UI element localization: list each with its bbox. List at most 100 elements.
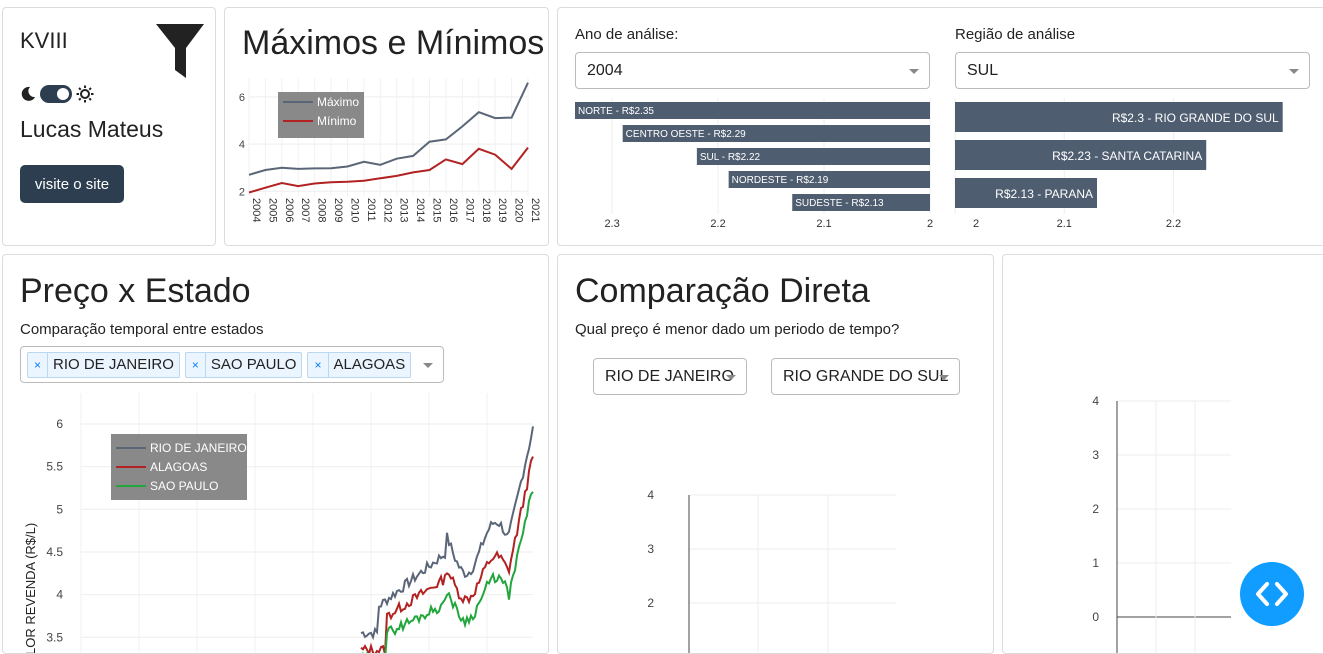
x-tick-label: 2015 xyxy=(431,198,443,222)
y-tick-label: 2 xyxy=(647,596,654,610)
analysis-card: Ano de análise: 2004 Região de análise S… xyxy=(557,7,1323,246)
x-tick-label: 2016 xyxy=(447,198,459,222)
region-bar-label: NORDESTE - R$2.19 xyxy=(732,175,829,186)
state-bar-label: R$2.13 - PARANA xyxy=(995,187,1093,201)
region-bar-label: NORTE - R$2.35 xyxy=(578,106,654,117)
x-tick-label: 2011 xyxy=(365,198,377,222)
region-bar xyxy=(575,102,930,119)
code-toggle-button[interactable] xyxy=(1240,562,1304,626)
legend-entry: SAO PAULO xyxy=(150,479,218,493)
region-bar xyxy=(728,171,930,188)
price-state-card: Preço x Estado Comparação temporal entre… xyxy=(2,254,549,654)
state-bar-label: R$2.23 - SANTA CATARINA xyxy=(1052,149,1202,163)
price-state-subtitle: Comparação temporal entre estados xyxy=(20,321,264,338)
state-multiselect[interactable]: × RIO DE JANEIRO × SAO PAULO × ALAGOAS xyxy=(20,346,444,383)
state-bar-label: R$2.3 - RIO GRANDE DO SUL xyxy=(1112,111,1279,125)
x-tick-label: 2020 xyxy=(513,198,525,222)
x-tick-label: 2.3 xyxy=(604,218,619,230)
y-tick-label: 2 xyxy=(239,186,245,198)
theme-toggle-row xyxy=(20,85,94,103)
region-bar xyxy=(792,194,930,211)
y-tick-label: 6 xyxy=(56,417,63,431)
year-select-value: 2004 xyxy=(587,61,623,79)
remove-icon[interactable]: × xyxy=(186,352,206,377)
legend-entry: Máximo xyxy=(317,95,359,109)
x-tick-label: 2006 xyxy=(283,198,295,222)
chevron-down-icon xyxy=(726,375,736,380)
x-tick-label: 2.2 xyxy=(1166,218,1181,230)
compare-subtitle: Qual preço é menor dado um periodo de te… xyxy=(575,321,900,338)
compare-select-b-value: RIO GRANDE DO SUL xyxy=(783,367,949,385)
price-state-title: Preço x Estado xyxy=(20,272,251,310)
x-tick-label: 2.2 xyxy=(710,218,725,230)
x-tick-label: 2007 xyxy=(299,198,311,222)
x-tick-label: 2012 xyxy=(381,198,393,222)
y-tick-label: 5.5 xyxy=(46,460,63,474)
compare-chart: 4 3 2 xyxy=(647,488,896,653)
region-select[interactable]: SUL xyxy=(955,52,1310,89)
x-tick-label: 2021 xyxy=(529,198,541,222)
region-label: Região de análise xyxy=(955,26,1076,43)
visit-site-button[interactable]: visite o site xyxy=(20,165,124,203)
y-tick-label: 3 xyxy=(1092,448,1099,462)
legend-entry: RIO DE JANEIRO xyxy=(150,441,247,455)
x-tick-label: 2014 xyxy=(414,198,426,222)
filter-icon[interactable] xyxy=(155,22,205,80)
maxmin-chart: 2 4 6 2004 2005 2006 2007 2008 2009 2010 2011 2012 2… xyxy=(239,78,541,222)
chevron-down-icon xyxy=(1289,69,1299,74)
state-bar xyxy=(955,140,1207,170)
state-tag[interactable]: × ALAGOAS xyxy=(307,351,412,378)
remove-icon[interactable]: × xyxy=(308,352,329,377)
x-tick-label: 2005 xyxy=(266,198,278,222)
right-panel-chart: 4 3 2 1 0 xyxy=(1092,394,1231,653)
compare-select-b[interactable]: RIO GRANDE DO SUL xyxy=(771,358,960,395)
state-tag[interactable]: × RIO DE JANEIRO xyxy=(27,351,180,378)
y-tick-label: 1 xyxy=(1092,556,1099,570)
region-bar-label: SUL - R$2.22 xyxy=(700,152,761,163)
x-tick-label: 2.1 xyxy=(816,218,831,230)
legend-entry: ALAGOAS xyxy=(150,460,207,474)
series-line xyxy=(248,82,529,176)
y-tick-label: 6 xyxy=(239,92,245,104)
chevron-down-icon xyxy=(909,69,919,74)
legend-entry: Mínimo xyxy=(317,114,357,128)
y-tick-label: 5 xyxy=(56,502,63,516)
region-bar xyxy=(622,125,930,142)
sun-icon xyxy=(76,85,94,103)
year-label: Ano de análise: xyxy=(575,26,679,43)
compare-select-a[interactable]: RIO DE JANEIRO xyxy=(593,358,747,395)
x-tick-label: 2 xyxy=(927,218,933,230)
x-tick-label: 2019 xyxy=(496,198,508,222)
y-tick-label: 4 xyxy=(1092,394,1099,408)
chevron-down-icon xyxy=(939,375,949,380)
state-tag[interactable]: × SAO PAULO xyxy=(184,351,303,378)
price-state-chart: 6 5.5 5 4.5 4 3.5 LOR REVENDA (R$/L) RIO DE JAN… xyxy=(23,393,534,654)
state-bar xyxy=(955,102,1283,132)
y-tick-label: 4.5 xyxy=(46,545,63,559)
theme-switch[interactable] xyxy=(40,85,72,103)
y-tick-label: 3.5 xyxy=(46,630,63,644)
maxmin-card: Máximos e Mínimos 2 4 6 2004 2005 2006 2007 200… xyxy=(224,7,549,246)
series-line xyxy=(248,146,529,194)
series-line xyxy=(362,491,534,653)
series-line xyxy=(360,456,534,653)
maxmin-title: Máximos e Mínimos xyxy=(242,24,545,62)
y-tick-label: 0 xyxy=(1092,610,1099,624)
chevron-down-icon xyxy=(423,363,433,368)
legend-box xyxy=(278,92,364,138)
region-bar-label: CENTRO OESTE - R$2.29 xyxy=(626,129,746,140)
x-tick-label: 2 xyxy=(973,218,979,230)
year-select[interactable]: 2004 xyxy=(575,52,930,89)
y-axis-title: LOR REVENDA (R$/L) xyxy=(23,523,38,654)
y-tick-label: 4 xyxy=(56,588,63,602)
sidebar-card: KVIII Lucas Mateus visite o site xyxy=(2,7,216,246)
analysis-charts: 2.3 2.2 2.1 2 NORTE - R$2.35 CENTRO OESTE - R… xyxy=(575,98,1283,230)
region-bar xyxy=(696,148,930,165)
x-tick-label: 2018 xyxy=(480,198,492,222)
x-tick-label: 2008 xyxy=(316,198,328,222)
compare-title: Comparação Direta xyxy=(575,272,870,310)
remove-icon[interactable]: × xyxy=(28,352,49,377)
compare-card: Comparação Direta Qual preço é menor dad… xyxy=(557,254,994,654)
x-tick-label: 2017 xyxy=(463,198,475,222)
moon-icon xyxy=(21,86,35,101)
